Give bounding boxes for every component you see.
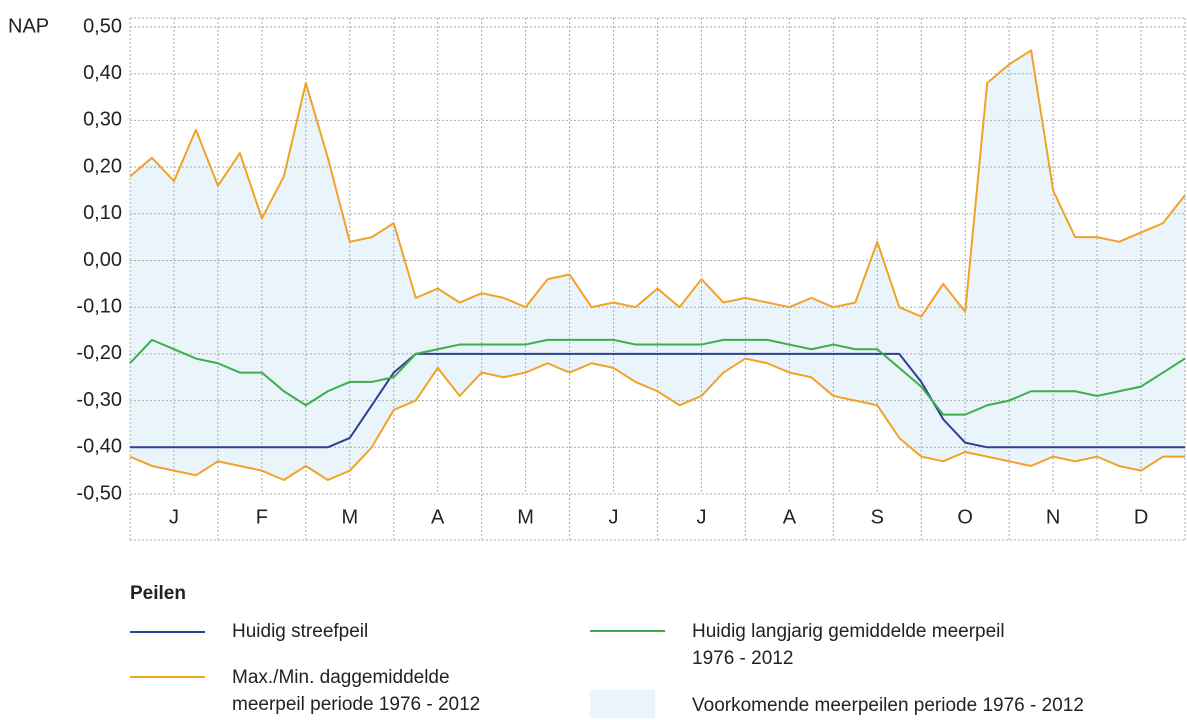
x-tick-label: D xyxy=(1134,506,1148,528)
x-tick-label: A xyxy=(783,506,797,528)
x-tick-label: O xyxy=(957,506,973,528)
series-line xyxy=(129,338,1186,416)
y-tick-label: -0,10 xyxy=(76,295,122,317)
legend-label: Huidig streefpeil xyxy=(232,621,369,642)
legend-swatch xyxy=(590,630,665,632)
legend-label: Huidig langjarig gemiddelde meerpeil 197… xyxy=(692,621,1005,669)
x-tick-label: S xyxy=(871,506,884,528)
y-tick-label: 0,20 xyxy=(83,155,122,177)
y-tick-label: 0,10 xyxy=(83,202,122,224)
series-line xyxy=(129,357,1185,481)
x-tick-label: N xyxy=(1046,506,1060,528)
y-axis-label: NAP xyxy=(8,15,49,37)
legend-label: Voorkomende meerpeilen periode 1976 - 20… xyxy=(692,695,1084,716)
x-tick-label: J xyxy=(696,506,706,528)
y-tick-label: -0,30 xyxy=(76,389,122,411)
series-line xyxy=(130,352,1185,449)
legend-swatch xyxy=(590,690,655,718)
y-tick-label: 0,40 xyxy=(83,62,122,84)
legend-label: Max./Min. daggemiddelde meerpeil periode… xyxy=(232,667,481,715)
y-tick-label: -0,20 xyxy=(76,342,122,364)
y-tick-label: 0,00 xyxy=(83,249,122,271)
legend-swatch xyxy=(130,631,205,633)
legend-swatch xyxy=(130,676,205,678)
x-tick-label: F xyxy=(256,506,268,528)
chart: NAP 0,50 0,40 0,30 0,20 0,10 0,00 -0,10 -0,20 -0… xyxy=(8,15,1186,541)
x-tick-label: M xyxy=(341,506,358,528)
x-tick-label: M xyxy=(517,506,534,528)
y-tick-label: 0,50 xyxy=(83,15,122,37)
series-line xyxy=(129,49,1186,318)
y-tick-label: -0,40 xyxy=(76,436,122,458)
y-tick-label: 0,30 xyxy=(83,109,122,131)
x-tick-label: J xyxy=(169,506,179,528)
legend-title: Peilen xyxy=(130,583,186,604)
y-tick-label: -0,50 xyxy=(76,482,122,504)
x-tick-label: A xyxy=(431,506,445,528)
x-tick-label: J xyxy=(609,506,619,528)
